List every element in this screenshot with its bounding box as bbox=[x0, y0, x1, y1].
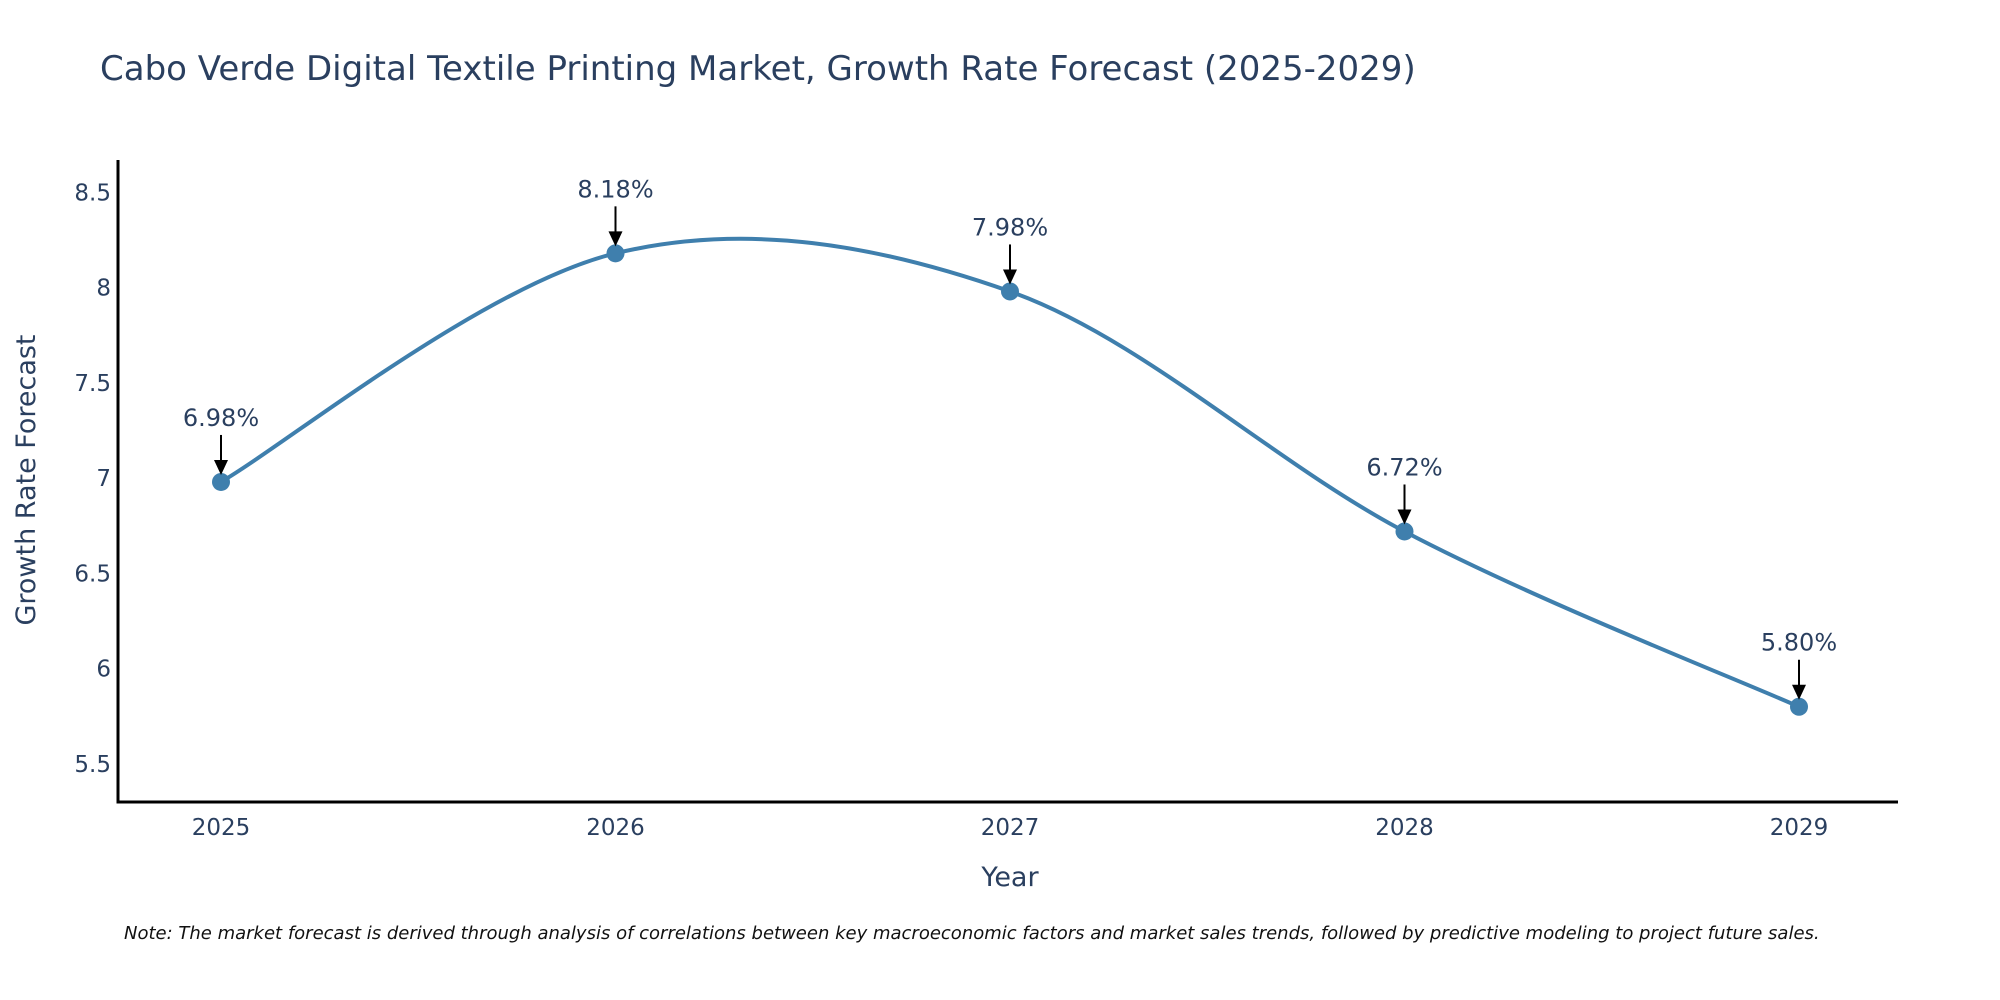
data-point-2025 bbox=[212, 472, 230, 491]
x-axis-ticks: 2025 2026 2027 2028 2029 bbox=[192, 815, 1829, 841]
data-point-2027 bbox=[1001, 282, 1019, 301]
annotation-2026: 8.18% bbox=[577, 175, 654, 247]
annotation-2025: 6.98% bbox=[183, 404, 259, 475]
chart-title: Cabo Verde Digital Textile Printing Mark… bbox=[100, 49, 1416, 89]
data-point-2028 bbox=[1395, 522, 1414, 541]
data-label: 7.98% bbox=[972, 213, 1048, 241]
arrow-down-icon bbox=[1397, 509, 1412, 525]
annotation-2027: 7.98% bbox=[972, 213, 1048, 285]
data-label: 6.98% bbox=[183, 404, 259, 432]
y-tick-label: 6 bbox=[96, 657, 111, 683]
x-axis-title: Year bbox=[980, 862, 1039, 893]
arrow-down-icon bbox=[1003, 269, 1017, 285]
x-tick-label: 2025 bbox=[192, 815, 251, 841]
data-label: 6.72% bbox=[1366, 453, 1442, 481]
annotation-2029: 5.80% bbox=[1761, 629, 1837, 700]
arrow-down-icon bbox=[608, 231, 623, 247]
x-tick-label: 2029 bbox=[1770, 815, 1829, 841]
data-label: 8.18% bbox=[577, 175, 653, 203]
arrow-down-icon bbox=[1792, 684, 1806, 700]
data-label-annotations: 6.98% 8.18% 7.98% 6.72% 5.80% bbox=[183, 175, 1837, 700]
x-tick-label: 2028 bbox=[1375, 815, 1434, 841]
annotation-2028: 6.72% bbox=[1366, 453, 1443, 525]
y-tick-label: 8.5 bbox=[74, 180, 111, 206]
y-tick-label: 7 bbox=[96, 466, 111, 492]
y-tick-label: 5.5 bbox=[74, 752, 111, 778]
x-tick-label: 2026 bbox=[586, 815, 645, 841]
footnote-note: Note: The market forecast is derived thr… bbox=[124, 923, 1820, 944]
y-tick-label: 7.5 bbox=[74, 371, 111, 397]
y-tick-label: 8 bbox=[96, 276, 111, 302]
series-markers bbox=[212, 244, 1808, 716]
arrow-down-icon bbox=[214, 459, 228, 475]
plot-area: 5.5 6 6.5 7 7.5 8 8.5 2025 2026 2027 2028 2029 6.9… bbox=[74, 160, 1898, 841]
series-line-growth-rate bbox=[219, 236, 1800, 709]
data-label: 5.80% bbox=[1761, 629, 1837, 657]
y-tick-label: 6.5 bbox=[74, 561, 111, 587]
y-axis-ticks: 5.5 6 6.5 7 7.5 8 8.5 bbox=[74, 180, 111, 778]
data-point-2029 bbox=[1790, 697, 1808, 716]
y-axis-title: Growth Rate Forecast bbox=[11, 334, 42, 625]
data-point-2026 bbox=[606, 244, 625, 263]
x-tick-label: 2027 bbox=[981, 815, 1040, 841]
